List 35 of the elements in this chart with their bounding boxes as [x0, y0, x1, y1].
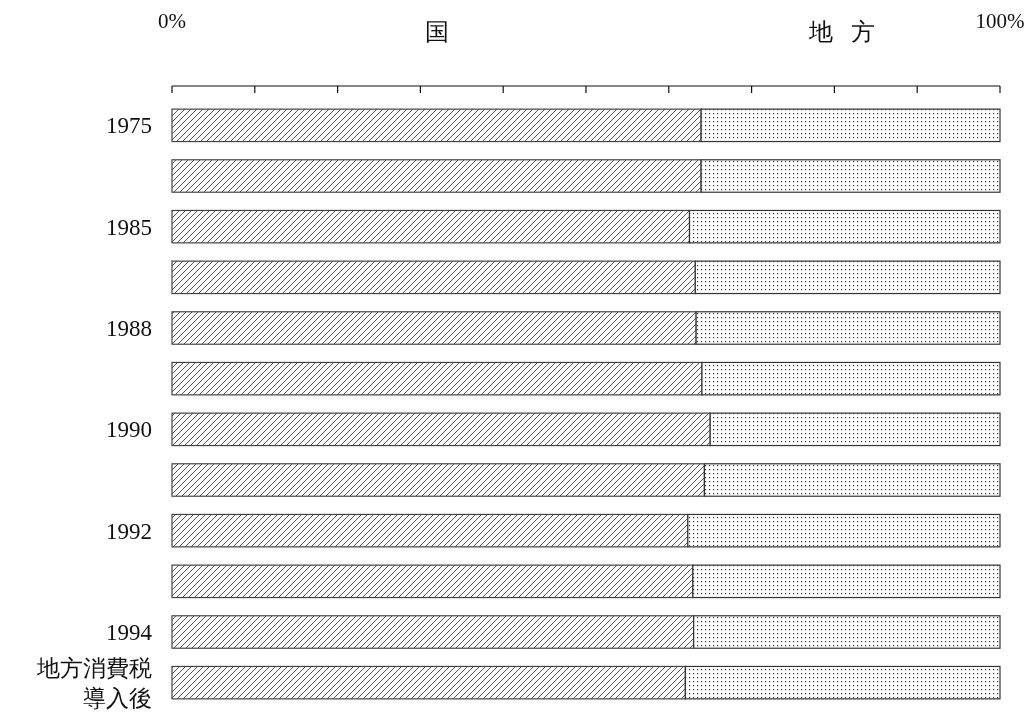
y-tick-label: 1975	[106, 113, 152, 139]
bar	[171, 615, 695, 649]
bar	[171, 159, 702, 193]
bar	[687, 513, 1001, 548]
bar	[684, 665, 1001, 700]
bar	[700, 159, 1001, 193]
bar	[171, 209, 691, 244]
y-tick-label: 地方消費税導入後	[36, 655, 152, 711]
x-tick-label: 100%	[975, 9, 1025, 33]
y-tick-label: 1990	[106, 417, 152, 443]
bar	[692, 564, 1001, 599]
text: 地方	[807, 19, 893, 45]
y-tick-label: 1994	[106, 620, 153, 645]
bar	[703, 463, 1001, 497]
bar	[688, 209, 1001, 244]
bar	[171, 311, 697, 345]
bar	[700, 108, 1001, 143]
bar	[171, 463, 705, 497]
x-tick-label: 0%	[158, 9, 186, 33]
bar	[171, 108, 702, 143]
bar	[709, 412, 1001, 447]
y-tick-label: 1985	[106, 214, 152, 240]
y-tick-label: 1988	[106, 316, 152, 341]
bar	[171, 665, 686, 700]
y-tick-label: 1992	[106, 518, 152, 544]
bar	[693, 615, 1001, 649]
bar	[171, 513, 689, 548]
bar	[171, 361, 703, 396]
text: 国	[424, 19, 449, 45]
bar	[171, 412, 711, 447]
bar	[694, 260, 1001, 295]
bar	[171, 564, 694, 599]
bar	[171, 260, 696, 295]
bar	[695, 311, 1001, 345]
bar	[701, 361, 1001, 396]
